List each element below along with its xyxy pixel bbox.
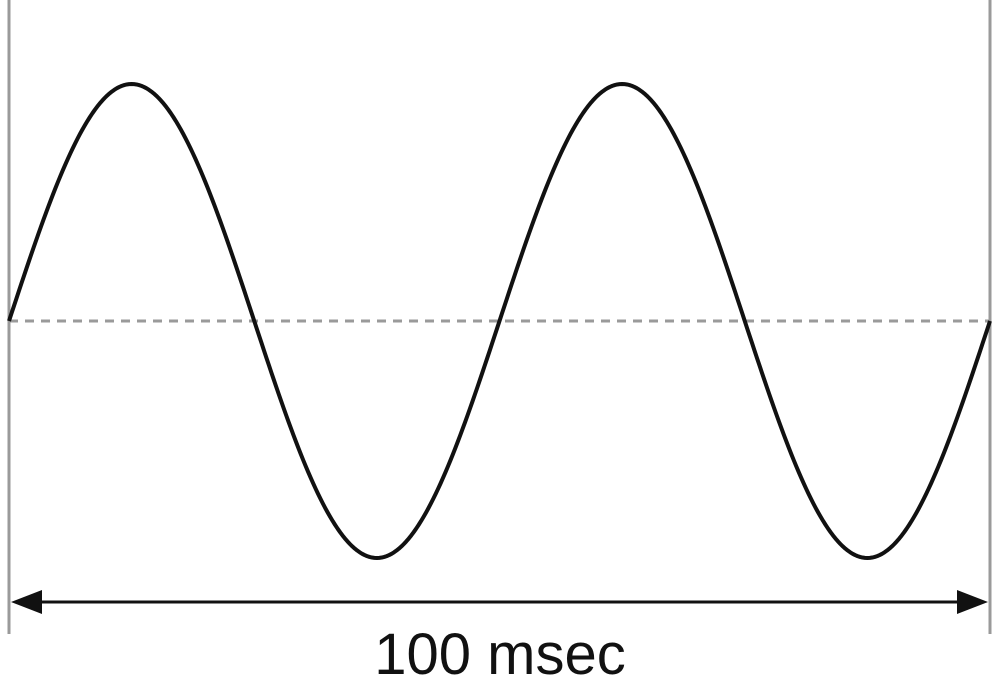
- arrowhead-left: [11, 590, 42, 614]
- sine-wave: [7, 82, 992, 560]
- duration-label: 100 msec: [374, 622, 625, 681]
- arrowhead-right: [957, 590, 988, 614]
